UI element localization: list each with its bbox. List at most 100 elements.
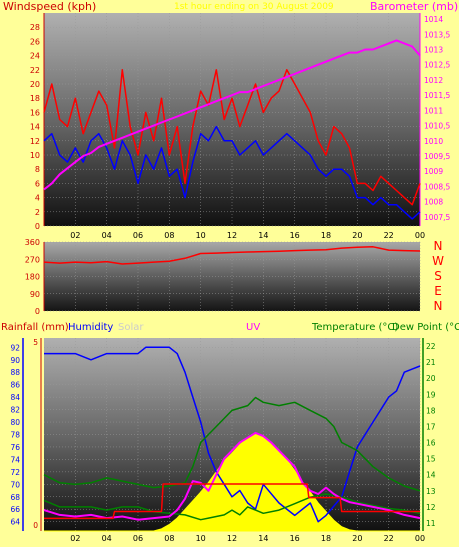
temperature-y-tick-9: 20 bbox=[426, 374, 436, 383]
series-barometer-line bbox=[43, 39, 421, 191]
barometer-y-tick-5: 1010 bbox=[424, 137, 443, 146]
barometer-axis-label: Barometer (mb) bbox=[370, 0, 458, 13]
wind-x-tick-4: 10 bbox=[196, 231, 206, 240]
wind-series bbox=[43, 39, 421, 220]
cardinal-label-4: N bbox=[434, 299, 443, 313]
rain-x-tick-2: 06 bbox=[133, 534, 143, 543]
cardinal-label-3: E bbox=[434, 284, 442, 298]
temperature-y-tick-4: 15 bbox=[426, 455, 436, 464]
rain-grid bbox=[22, 338, 424, 531]
cardinal-label-1: W bbox=[432, 254, 444, 268]
temperature-y-tick-5: 16 bbox=[426, 439, 436, 448]
barometer-y-tick-11: 1013 bbox=[424, 46, 443, 55]
humidity-y-tick-6: 76 bbox=[10, 443, 20, 452]
wind-x-tick-2: 06 bbox=[133, 231, 143, 240]
series-dew_point-line bbox=[43, 493, 421, 521]
humidity-y-tick-4: 72 bbox=[10, 468, 20, 477]
rain-x-tick-7: 16 bbox=[290, 534, 300, 543]
humidity-y-tick-1: 66 bbox=[10, 505, 20, 514]
temperature-label: Temperature (°C) bbox=[311, 322, 398, 333]
wind-y-tick-6: 12 bbox=[30, 137, 40, 146]
barometer-y-tick-6: 1010,5 bbox=[424, 122, 450, 131]
wind-y-tick-0: 0 bbox=[35, 222, 40, 231]
wind-y-tick-12: 24 bbox=[30, 52, 40, 61]
barometer-y-tick-1: 1008 bbox=[424, 198, 443, 207]
wind-x-tick-10: 22 bbox=[384, 231, 394, 240]
wind-x-tick-8: 18 bbox=[321, 231, 331, 240]
barometer-y-tick-2: 1008,5 bbox=[424, 182, 450, 191]
rain-x-tick-11: 00 bbox=[415, 534, 425, 543]
rain-x-tick-9: 20 bbox=[352, 534, 362, 543]
wind-y-tick-7: 14 bbox=[30, 123, 40, 132]
wind-grid bbox=[43, 13, 421, 227]
temperature-y-ticks: 11 12 13 14 15 16 17 18 19 20 21 22 bbox=[426, 342, 436, 528]
humidity-y-tick-11: 86 bbox=[10, 381, 20, 390]
rain-x-tick-4: 10 bbox=[196, 534, 206, 543]
temperature-y-tick-2: 13 bbox=[426, 487, 436, 496]
solar-label: Solar bbox=[118, 322, 144, 333]
temperature-y-tick-11: 22 bbox=[426, 342, 436, 351]
rainfall-label: Rainfall (mm) bbox=[1, 322, 69, 333]
wind-y-tick-9: 18 bbox=[30, 94, 40, 103]
direction-y-tick-0: 0 bbox=[35, 307, 40, 316]
temperature-y-tick-3: 14 bbox=[426, 471, 436, 480]
wind-y-tick-11: 22 bbox=[30, 66, 40, 75]
humidity-y-tick-8: 80 bbox=[10, 418, 20, 427]
rain-x-tick-8: 18 bbox=[321, 534, 331, 543]
temperature-y-tick-7: 18 bbox=[426, 406, 436, 415]
rain-y-tick-0: 0 bbox=[33, 521, 38, 530]
barometer-y-tick-13: 1014 bbox=[424, 15, 443, 24]
wind-y-tick-13: 26 bbox=[30, 37, 40, 46]
wind-x-tick-9: 20 bbox=[352, 231, 362, 240]
humidity-y-tick-3: 70 bbox=[10, 480, 20, 489]
wind-y-tick-4: 8 bbox=[35, 165, 40, 174]
wind-axis-label: Windspeed (kph) bbox=[3, 0, 96, 13]
direction-series bbox=[43, 246, 421, 265]
wind-plot-area bbox=[44, 13, 420, 226]
humidity-y-tick-2: 68 bbox=[10, 493, 20, 502]
barometer-y-tick-10: 1012,5 bbox=[424, 61, 450, 70]
barometer-y-tick-3: 1009 bbox=[424, 167, 443, 176]
barometer-y-tick-12: 1013,5 bbox=[424, 30, 450, 39]
humidity-y-tick-12: 88 bbox=[10, 368, 20, 377]
humidity-y-ticks: 64 66 68 70 72 74 76 78 80 82 84 86 88 90 92 bbox=[10, 343, 20, 526]
wind-y-tick-2: 4 bbox=[35, 194, 40, 203]
series-direction-line bbox=[43, 246, 421, 265]
humidity-y-tick-9: 82 bbox=[10, 406, 20, 415]
series-gust-line bbox=[43, 69, 421, 206]
wind-y-tick-14: 28 bbox=[30, 23, 40, 32]
temperature-y-tick-10: 21 bbox=[426, 358, 436, 367]
temperature-y-tick-0: 11 bbox=[426, 519, 436, 528]
temperature-y-tick-1: 12 bbox=[426, 503, 436, 512]
barometer-y-tick-7: 1011 bbox=[424, 106, 443, 115]
direction-y-tick-1: 90 bbox=[30, 290, 40, 299]
direction-y-ticks: 0 90 180 270 360 bbox=[25, 238, 40, 316]
direction-grid bbox=[43, 241, 421, 312]
wind-y-tick-3: 6 bbox=[35, 179, 40, 188]
wind-y-tick-8: 16 bbox=[30, 108, 40, 117]
dew-point-label: Dew Point (°C) bbox=[392, 322, 459, 333]
rain-x-tick-6: 14 bbox=[258, 534, 268, 543]
wind-x-tick-6: 14 bbox=[258, 231, 268, 240]
uv-label: UV bbox=[246, 322, 260, 333]
humidity-y-tick-5: 74 bbox=[10, 455, 20, 464]
barometer-y-tick-9: 1012 bbox=[424, 76, 443, 85]
rain-x-tick-5: 12 bbox=[227, 534, 237, 543]
wind-y-tick-10: 20 bbox=[30, 80, 40, 89]
series-uv-line bbox=[43, 431, 421, 521]
wind-x-tick-3: 08 bbox=[164, 231, 174, 240]
humidity-y-tick-13: 90 bbox=[10, 356, 20, 365]
humidity-y-tick-7: 78 bbox=[10, 431, 20, 440]
wind-y-tick-1: 2 bbox=[35, 208, 40, 217]
direction-y-tick-4: 360 bbox=[25, 238, 40, 247]
wind-x-tick-0: 02 bbox=[70, 231, 80, 240]
temperature-y-tick-6: 17 bbox=[426, 422, 436, 431]
wind-x-tick-5: 12 bbox=[227, 231, 237, 240]
rain-x-tick-10: 22 bbox=[384, 534, 394, 543]
rain-series bbox=[43, 346, 421, 532]
wind-x-tick-11: 00 bbox=[415, 231, 425, 240]
temperature-y-tick-8: 19 bbox=[426, 390, 436, 399]
